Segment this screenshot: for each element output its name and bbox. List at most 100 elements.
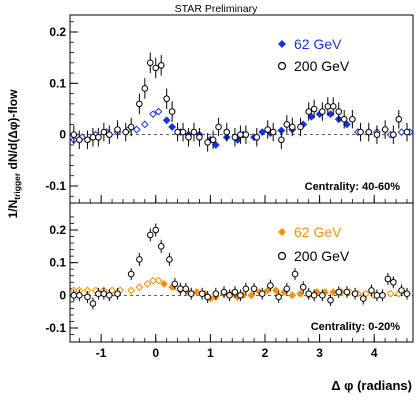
x-tick-label: 4 [371, 346, 378, 360]
data-point [329, 103, 337, 110]
data-point [84, 136, 91, 144]
data-point [187, 290, 195, 298]
data-point [349, 115, 356, 123]
data-point [384, 275, 392, 283]
data-point [267, 282, 274, 289]
data-point [190, 128, 198, 136]
data-point [146, 59, 154, 67]
panel-top: -0.1 0 0.1 0.2 62 GeV 200 GeV Centrality: 40-6… [45, 14, 414, 204]
data-point [209, 136, 217, 144]
y-tick-label: -0.1 [45, 321, 66, 335]
x-tick-label: 2 [262, 346, 269, 360]
data-point [307, 112, 316, 121]
data-point [242, 285, 250, 293]
data-point [343, 288, 351, 296]
x-tick-label: 1 [207, 346, 214, 360]
data-point [149, 276, 157, 285]
series-0 [69, 107, 414, 149]
data-point [95, 290, 102, 298]
y-tick-label: 0 [59, 288, 66, 302]
legend-marker [277, 61, 287, 71]
y-axis-label-sub: trigger [12, 172, 22, 200]
y-axis-label-rest: dN/d(Δφ)-flow [6, 89, 20, 173]
data-point [95, 133, 102, 141]
data-point [226, 292, 233, 299]
data-point [136, 256, 143, 263]
data-point [253, 133, 261, 141]
data-point [168, 123, 177, 131]
series-1 [70, 223, 411, 310]
data-point [403, 128, 411, 136]
plot-frame [69, 202, 414, 343]
data-point [359, 295, 367, 302]
data-point [163, 95, 170, 103]
data-point [283, 121, 291, 128]
data-point [237, 131, 244, 138]
y-tick-label: 0.2 [49, 25, 66, 39]
data-point [351, 290, 359, 298]
data-point [127, 123, 135, 131]
data-point [152, 226, 160, 234]
data-point [70, 292, 78, 299]
series-1 [70, 52, 411, 152]
data-point [231, 133, 239, 141]
data-point [146, 231, 154, 239]
legend-label: 62 GeV [294, 224, 342, 240]
y-tick-label: 0.1 [49, 256, 66, 270]
data-point [143, 279, 152, 288]
legend-label: 200 GeV [294, 248, 350, 264]
legend-label: 200 GeV [294, 58, 350, 74]
data-point [335, 288, 343, 296]
data-point [288, 123, 296, 131]
data-point [114, 290, 121, 298]
data-point [84, 293, 91, 301]
data-point [242, 131, 250, 138]
legend-marker [277, 251, 287, 261]
data-point [327, 296, 334, 304]
data-point [204, 139, 211, 146]
data-point [373, 131, 381, 138]
data-point [122, 128, 130, 136]
data-point [397, 128, 406, 137]
data-point [154, 107, 163, 116]
data-point [177, 285, 184, 293]
data-point [247, 291, 256, 300]
data-point [223, 128, 231, 136]
data-point [182, 285, 190, 293]
plot-frame [69, 14, 414, 204]
data-point [264, 126, 272, 133]
data-point [324, 103, 332, 110]
data-point [198, 290, 206, 298]
x-tick-label: 3 [316, 346, 323, 360]
data-point [171, 280, 179, 288]
data-point [166, 256, 173, 263]
y-tick-label: -0.1 [45, 179, 66, 193]
data-point [220, 288, 228, 296]
data-point [305, 290, 312, 298]
data-point [269, 128, 277, 136]
data-point [278, 136, 285, 144]
x-tick-label: -1 [96, 346, 107, 360]
data-point [390, 278, 397, 286]
data-point [291, 270, 299, 278]
data-point [319, 108, 326, 115]
data-point [395, 115, 403, 123]
data-point [157, 243, 165, 250]
data-point [185, 133, 192, 141]
data-point [381, 126, 389, 133]
data-point [168, 108, 176, 115]
data-point [204, 293, 211, 301]
data-point [106, 131, 113, 138]
centrality-annotation: Centrality: 0-20% [311, 321, 400, 333]
data-point [192, 288, 201, 296]
data-point [132, 125, 141, 134]
x-tick-label: 0 [152, 346, 159, 360]
data-point [160, 279, 168, 288]
y-tick-label: 0.2 [49, 223, 66, 237]
data-point [310, 105, 318, 113]
panel-bottom: -0.1 0 0.1 0.2 -1 0 1 2 3 4 62 GeV 200 GeV Centralit… [45, 202, 414, 360]
data-point [106, 292, 113, 299]
y-tick-label: 0 [59, 128, 66, 142]
data-point [297, 123, 304, 131]
data-point [379, 292, 386, 299]
